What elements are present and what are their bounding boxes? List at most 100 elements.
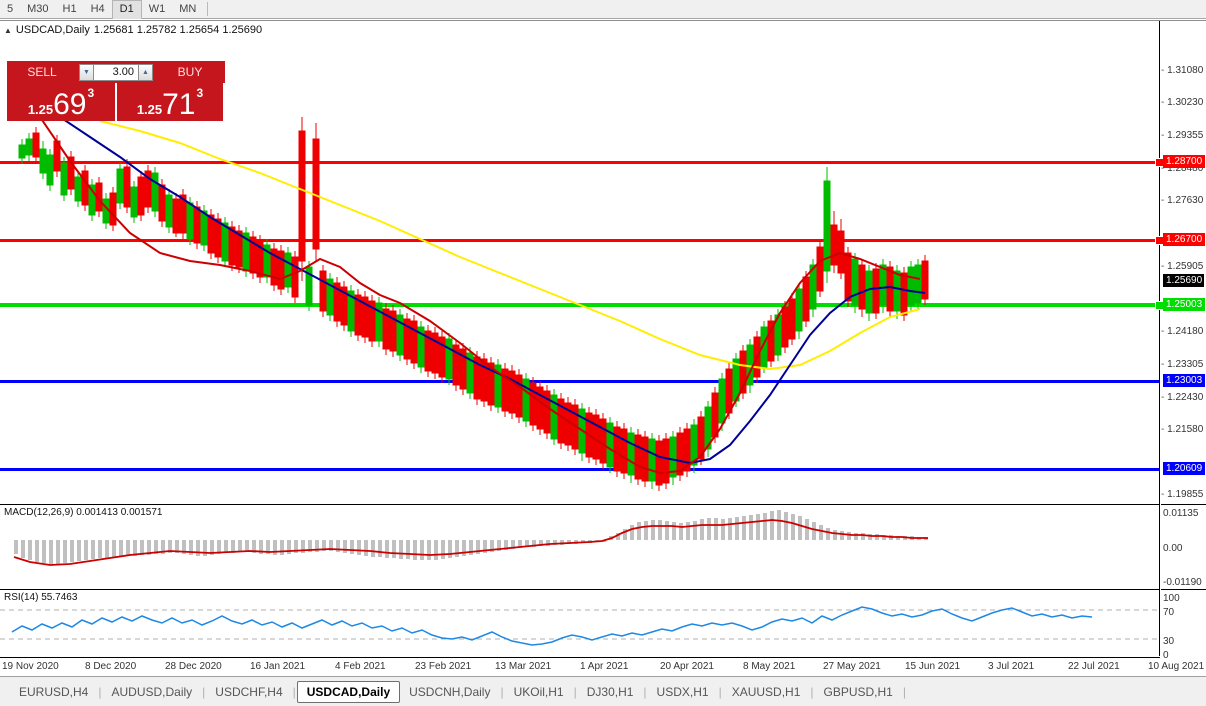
tab-divider: | (810, 684, 814, 699)
sell-price-prefix: 1.25 (27, 102, 54, 117)
macd-label: MACD(12,26,9) 0.001413 0.001571 (4, 507, 163, 518)
level-line-resistance-1[interactable] (0, 161, 1159, 164)
rsi-panel[interactable]: RSI(14) 55.7463 (0, 589, 1160, 657)
date-tick: 8 May 2021 (743, 661, 796, 672)
volume-increase-icon[interactable]: ▲ (138, 63, 153, 81)
macd-scale: 0.01135 0.00 -0.01190 (1161, 504, 1206, 588)
date-tick: 1 Apr 2021 (580, 661, 629, 672)
tab-divider: | (902, 684, 906, 699)
sell-price-big: 69 (53, 88, 87, 121)
level-line-support-1[interactable] (0, 380, 1159, 383)
timeframe-button-m30[interactable]: M30 (27, 3, 49, 15)
rsi-chart (0, 606, 1160, 646)
sell-button[interactable]: SELL (7, 61, 77, 83)
macd-chart (13, 510, 928, 566)
pivot-label: 1.25003 (1163, 298, 1206, 311)
tab-divider: | (573, 684, 577, 699)
tab-divider: | (202, 684, 206, 699)
price-tick: - 1.27630 (1161, 195, 1204, 206)
tab-usdchf-h4[interactable]: USDCHF,H4 (215, 684, 283, 699)
resistance-2-label: 1.26700 (1163, 233, 1206, 246)
date-tick: 16 Jan 2021 (250, 661, 306, 672)
date-tick: 4 Feb 2021 (335, 661, 386, 672)
toolbar-divider (207, 2, 209, 16)
support-1-label: 1.23003 (1163, 374, 1206, 387)
macd-panel[interactable]: MACD(12,26,9) 0.001413 0.001571 (0, 504, 1160, 588)
chart-collapse-icon[interactable]: ▲ (4, 25, 12, 35)
price-tick: - 1.28480 (1161, 163, 1204, 174)
buy-price-big: 71 (162, 88, 196, 121)
date-tick: 22 Jul 2021 (1068, 661, 1120, 672)
date-tick: 28 Dec 2020 (165, 661, 222, 672)
timeframe-toolbar: 5 M30 H1 H4 D1 W1 MN (0, 0, 1206, 19)
chart-ohlc-label: 1.25681 1.25782 1.25654 1.25690 (93, 24, 263, 36)
macd-histogram (14, 510, 928, 564)
tab-usdx-h1[interactable]: USDX,H1 (656, 684, 709, 699)
price-tick: - 1.30230 (1161, 97, 1204, 108)
level-line-resistance-2[interactable] (0, 239, 1159, 242)
date-tick: 10 Aug 2021 (1148, 661, 1205, 672)
macd-tick: 0.01135 (1163, 508, 1199, 519)
timeframe-button-h4[interactable]: H4 (90, 3, 105, 15)
price-tick: - 1.24180 (1161, 326, 1204, 337)
chart-tab-bar: EURUSD,H4 | AUDUSD,Daily | USDCHF,H4 | U… (0, 676, 1206, 706)
price-tick: - 1.19855 (1161, 489, 1204, 500)
tab-divider: | (98, 684, 102, 699)
rsi-tick: 70 (1163, 607, 1175, 618)
ma-fast-line (39, 116, 921, 475)
price-chart-area[interactable]: ▲ USDCAD,Daily 1.25681 1.25782 1.25654 1… (0, 21, 1160, 656)
resistance-1-label: 1.28700 (1163, 155, 1206, 168)
timeframe-button-5[interactable]: 5 (7, 3, 14, 15)
level-line-support-2[interactable] (0, 468, 1159, 471)
sell-price-fraction: 3 (87, 86, 95, 100)
buy-button[interactable]: BUY (155, 61, 225, 83)
tab-xauusd-h1[interactable]: XAUUSD,H1 (731, 684, 801, 699)
candlestick-chart (18, 116, 929, 491)
volume-decrease-icon[interactable]: ▼ (79, 63, 94, 81)
date-tick: 19 Nov 2020 (2, 661, 59, 672)
tab-divider: | (500, 684, 504, 699)
buy-price-display[interactable]: 1.25 71 3 (115, 83, 223, 121)
price-scale[interactable]: - 1.31080 - 1.30230 - 1.29355 - 1.28480 … (1155, 21, 1206, 656)
macd-tick: -0.01190 (1163, 577, 1202, 588)
trade-panel-prices: 1.25 69 3 1.25 71 3 (7, 83, 225, 121)
volume-stepper[interactable]: ▼ 3.00 ▲ (77, 61, 155, 83)
macd-tick: 0.00 (1163, 543, 1183, 554)
date-tick: 20 Apr 2021 (660, 661, 714, 672)
date-tick: 3 Jul 2021 (988, 661, 1035, 672)
tab-divider: | (718, 684, 722, 699)
tab-gbpusd-h1[interactable]: GBPUSD,H1 (823, 684, 893, 699)
timeframe-button-h1[interactable]: H1 (62, 3, 77, 15)
tab-audusd-daily[interactable]: AUDUSD,Daily (111, 684, 193, 699)
tab-divider: | (643, 684, 647, 699)
chart-frame: ▲ USDCAD,Daily 1.25681 1.25782 1.25654 1… (0, 20, 1206, 675)
tab-dj30-h1[interactable]: DJ30,H1 (586, 684, 634, 699)
ma-mid-line (59, 116, 926, 465)
sell-price-display[interactable]: 1.25 69 3 (7, 83, 115, 121)
price-tick: - 1.29355 (1161, 130, 1204, 141)
volume-input[interactable]: 3.00 (94, 63, 138, 81)
timeframe-button-mn[interactable]: MN (179, 3, 197, 15)
tab-ukoil-h1[interactable]: UKOil,H1 (513, 684, 564, 699)
price-tick: - 1.22430 (1161, 392, 1204, 403)
tab-divider: | (292, 684, 296, 699)
price-tick: - 1.25905 (1161, 261, 1204, 272)
rsi-tick: 100 (1163, 593, 1180, 604)
rsi-tick: 30 (1163, 636, 1175, 647)
one-click-trading-panel[interactable]: SELL ▼ 3.00 ▲ BUY 1.25 69 3 1.25 71 3 (7, 61, 225, 121)
date-scale[interactable]: 19 Nov 2020 8 Dec 2020 28 Dec 2020 16 Ja… (0, 657, 1204, 675)
support-2-label: 1.20609 (1163, 462, 1206, 475)
date-tick: 15 Jun 2021 (905, 661, 961, 672)
tab-eurusd-h4[interactable]: EURUSD,H4 (19, 684, 89, 699)
tab-usdcad-daily[interactable]: USDCAD,Daily (296, 680, 401, 703)
price-tick: - 1.21580 (1161, 424, 1204, 435)
date-tick: 13 Mar 2021 (495, 661, 552, 672)
date-tick: 23 Feb 2021 (415, 661, 472, 672)
buy-price-prefix: 1.25 (136, 102, 163, 117)
ma-slow-line (99, 120, 921, 371)
timeframe-button-d1[interactable]: D1 (111, 0, 142, 19)
tab-usdcnh-daily[interactable]: USDCNH,Daily (409, 684, 491, 699)
date-tick: 27 May 2021 (823, 661, 881, 672)
timeframe-button-w1[interactable]: W1 (148, 3, 166, 15)
